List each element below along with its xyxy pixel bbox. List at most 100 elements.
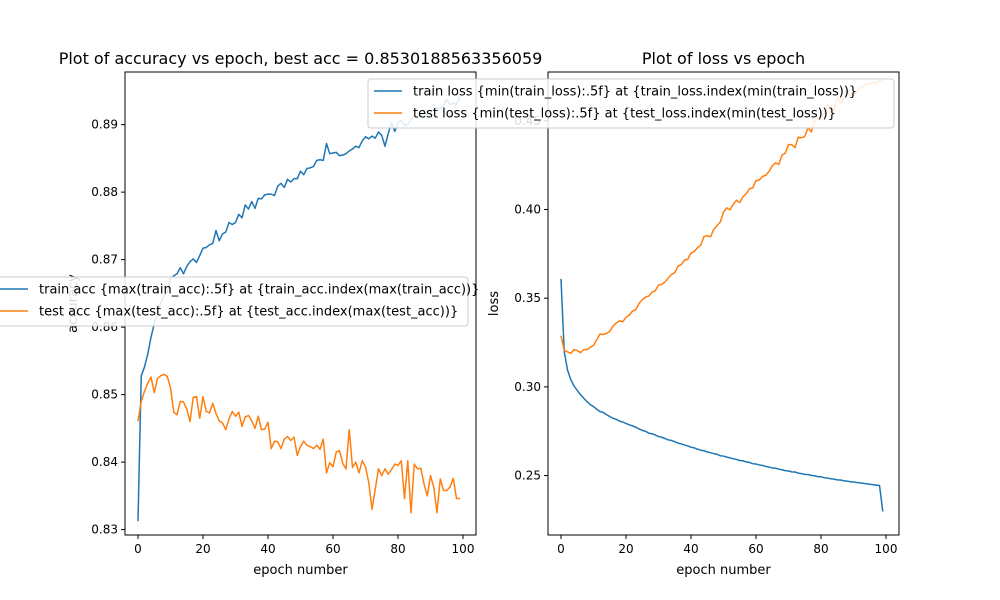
data-point [752, 463, 754, 465]
data-point [312, 165, 315, 168]
data-point [609, 415, 611, 418]
data-point [231, 410, 233, 413]
data-point [221, 422, 224, 424]
data-point [176, 414, 178, 416]
data-point [306, 167, 308, 170]
data-point [651, 291, 653, 293]
data-point [410, 512, 412, 514]
data-point [400, 460, 402, 462]
data-point [322, 438, 324, 440]
data-point [573, 385, 575, 387]
data-point [596, 408, 598, 410]
data-point [267, 421, 269, 423]
data-point [599, 333, 601, 335]
data-point [797, 136, 799, 138]
data-point [299, 170, 302, 172]
data-point [856, 481, 858, 484]
data-point [631, 310, 634, 312]
data-point [638, 428, 640, 430]
data-point [654, 290, 656, 292]
x-tick-label: 60 [748, 542, 763, 556]
data-point [299, 445, 302, 448]
data-point [609, 330, 611, 332]
data-point [374, 137, 376, 139]
data-point [635, 309, 637, 311]
data-point [576, 349, 578, 352]
data-point [345, 468, 347, 470]
data-point [674, 441, 676, 443]
data-point [735, 458, 738, 461]
x-tick-label: 100 [875, 542, 898, 556]
data-point [303, 440, 305, 442]
data-point [394, 463, 396, 465]
data-point [449, 486, 451, 488]
data-point [325, 142, 328, 145]
data-point [335, 451, 337, 453]
data-point [752, 187, 754, 189]
data-point [306, 444, 308, 446]
data-point [560, 335, 562, 337]
data-point [273, 440, 276, 442]
data-point [800, 473, 803, 475]
data-point [566, 351, 569, 353]
data-point [761, 175, 764, 178]
data-point [257, 415, 259, 417]
y-tick-label: 0.35 [514, 291, 541, 305]
data-point [254, 427, 256, 429]
data-point [615, 322, 617, 324]
data-point [273, 194, 276, 197]
data-point [794, 146, 796, 149]
series-points-test [137, 373, 461, 514]
data-point [351, 466, 354, 469]
x-tick-label: 80 [813, 542, 828, 556]
data-point [605, 332, 608, 335]
data-point [426, 495, 428, 497]
data-point [244, 416, 246, 418]
legend-label: train acc {max(train_acc):.5f} at {train… [39, 283, 479, 298]
data-point [208, 244, 211, 246]
data-point [846, 480, 848, 482]
data-point [264, 428, 266, 430]
data-point [657, 284, 660, 286]
data-point [212, 402, 214, 404]
data-point [384, 145, 386, 147]
data-point [348, 429, 350, 431]
x-axis-label: epoch number [253, 563, 348, 578]
data-point [358, 472, 360, 474]
data-point [570, 352, 572, 354]
data-point [195, 396, 198, 398]
data-point [563, 349, 565, 351]
data-point [215, 412, 217, 415]
data-point [316, 159, 318, 162]
data-point [648, 295, 650, 297]
data-point [807, 473, 809, 476]
data-point [205, 246, 207, 249]
data-point [212, 242, 214, 245]
data-point [713, 228, 715, 230]
data-point [625, 422, 627, 425]
data-point [739, 459, 741, 462]
data-point [442, 489, 445, 492]
data-point [641, 299, 643, 301]
data-point [865, 483, 868, 485]
data-point [804, 473, 806, 475]
data-point [839, 479, 842, 481]
data-point [241, 425, 243, 427]
data-point [221, 233, 224, 235]
data-point [781, 154, 783, 156]
data-point [329, 153, 331, 155]
data-point [296, 454, 298, 456]
data-point [332, 152, 334, 154]
data-point [654, 434, 656, 436]
data-point [166, 375, 168, 377]
data-point [260, 429, 263, 431]
data-point [192, 258, 194, 260]
data-point [726, 207, 728, 209]
data-point [397, 464, 399, 467]
legend-label: test acc {max(test_acc):.5f} at {test_ac… [39, 305, 458, 320]
data-point [251, 420, 253, 422]
data-point [787, 143, 790, 146]
data-point [677, 265, 679, 267]
series-line-train [560, 279, 884, 512]
data-point [384, 468, 386, 470]
